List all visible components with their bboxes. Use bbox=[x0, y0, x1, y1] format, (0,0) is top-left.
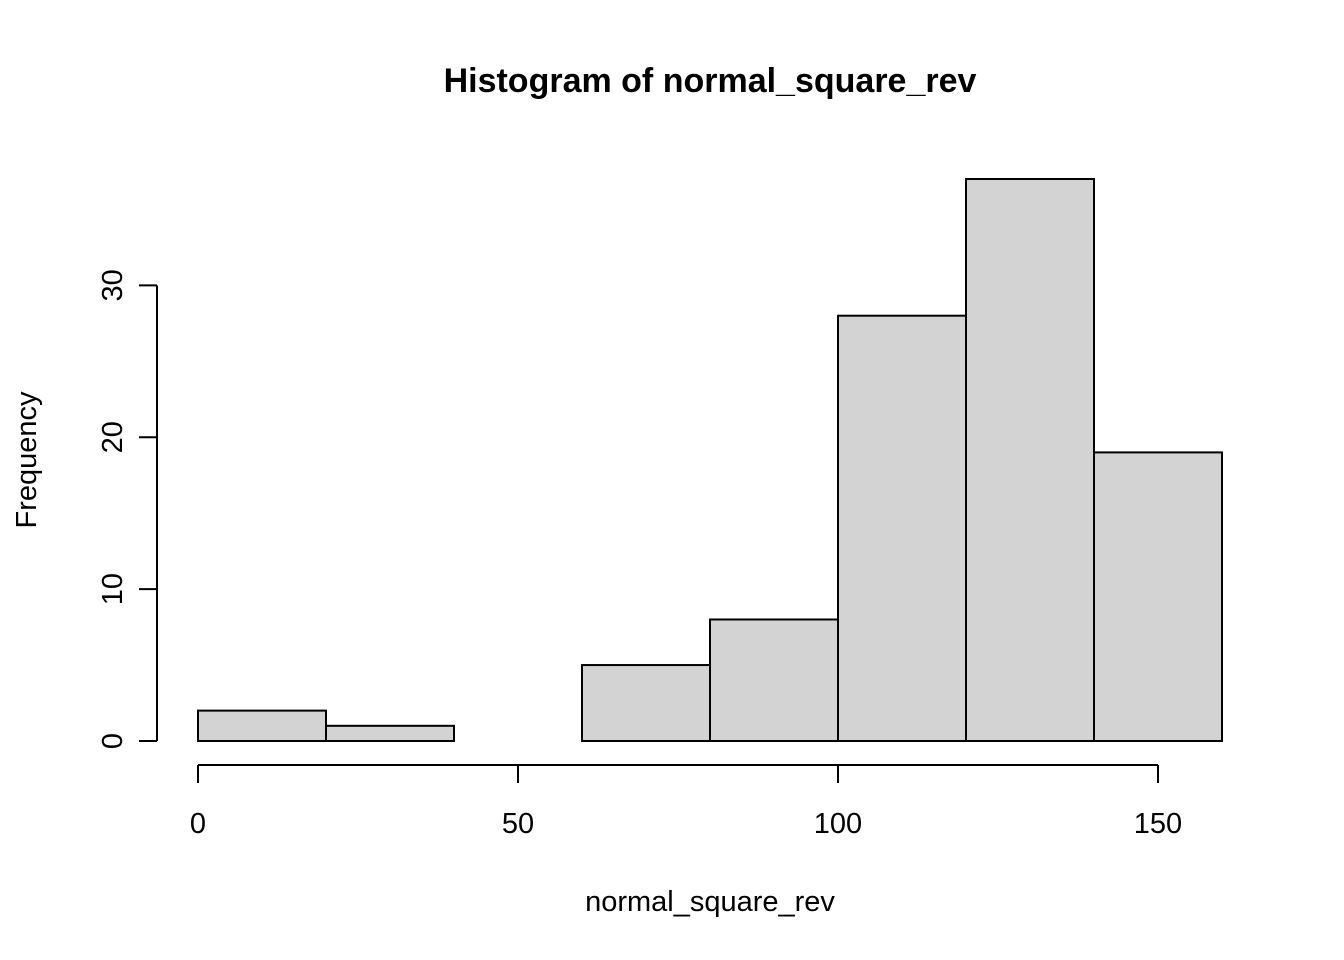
y-tick-label: 20 bbox=[97, 421, 129, 453]
y-axis: 0 10 20 30 bbox=[97, 269, 158, 749]
y-tick-label: 10 bbox=[97, 573, 129, 605]
y-tick-label: 30 bbox=[97, 269, 129, 301]
histogram-bar-7 bbox=[1093, 451, 1223, 742]
histogram-bars bbox=[197, 178, 1223, 743]
x-axis: 0 50 100 150 bbox=[190, 764, 1182, 840]
histogram-bar-3 bbox=[581, 664, 711, 743]
x-tick-label: 100 bbox=[814, 808, 862, 840]
histogram-bar-6 bbox=[965, 178, 1095, 742]
x-axis-label: normal_square_rev bbox=[585, 886, 835, 918]
x-tick-label: 50 bbox=[502, 808, 534, 840]
histogram-bar-0 bbox=[197, 709, 327, 743]
x-tick-label: 0 bbox=[190, 808, 206, 840]
y-tick-label: 0 bbox=[97, 733, 129, 749]
histogram-bar-1 bbox=[325, 724, 455, 742]
y-axis-label: Frequency bbox=[11, 391, 43, 529]
chart-title: Histogram of normal_square_rev bbox=[444, 62, 977, 100]
histogram-bar-4 bbox=[709, 618, 839, 743]
x-tick-label: 150 bbox=[1134, 808, 1182, 840]
histogram-bar-5 bbox=[837, 314, 967, 742]
